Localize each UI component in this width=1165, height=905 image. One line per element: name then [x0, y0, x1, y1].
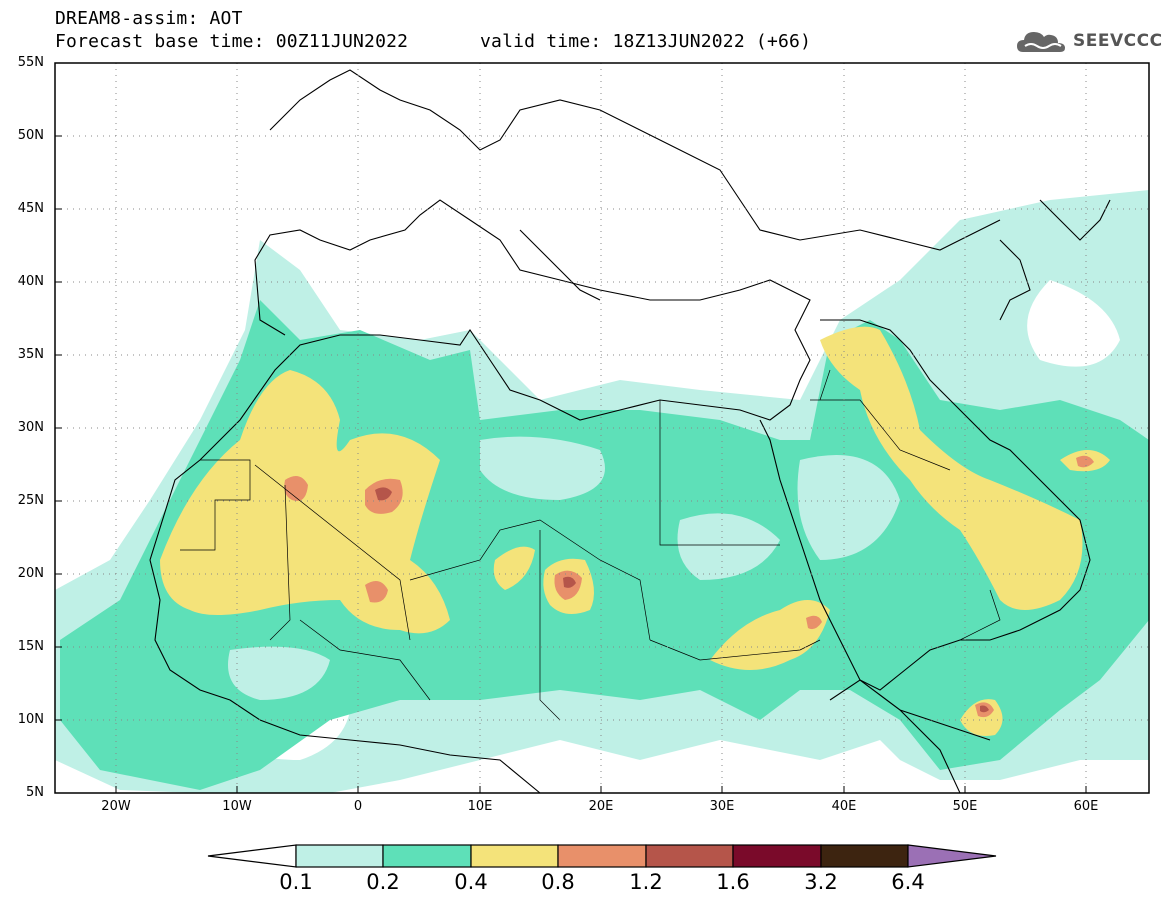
logo-text: SEEVCCC: [1073, 31, 1163, 51]
colorbar-label: 6.4: [891, 870, 925, 894]
colorbar-swatch-7: [820, 844, 909, 868]
colorbar-swatch-6: [732, 844, 822, 868]
base-time: Forecast base time: 00Z11JUN2022: [55, 31, 409, 52]
lon-label: 50E: [952, 799, 978, 814]
lat-label: 30N: [17, 420, 44, 435]
valid-time: valid time: 18Z13JUN2022 (+66): [480, 31, 812, 52]
lon-label: 40E: [831, 799, 857, 814]
colorbar-label: 0.8: [541, 870, 575, 894]
forecast-times: Forecast base time: 00Z11JUN2022 valid ti…: [55, 31, 811, 52]
colorbar-swatch-below: [207, 844, 297, 868]
aot-level-0.4: [160, 370, 450, 634]
aot-contours: [55, 190, 1149, 793]
lat-label: 5N: [26, 785, 44, 800]
colorbar-label: 0.2: [366, 870, 400, 894]
colorbar-swatch-5: [645, 844, 734, 868]
colorbar-label: 3.2: [804, 870, 838, 894]
colorbar-label: 0.4: [454, 870, 488, 894]
axis-ticks: [55, 62, 1087, 793]
colorbar-label: 0.1: [279, 870, 313, 894]
colorbar-swatch-3: [470, 844, 559, 868]
colorbar-swatch-above: [907, 844, 997, 868]
lon-label: 30E: [709, 799, 735, 814]
lat-label: 25N: [17, 493, 44, 508]
seevccc-logo: SEEVCCC: [1015, 24, 1162, 58]
lon-label: 20W: [101, 799, 131, 814]
lon-label: 60E: [1073, 799, 1099, 814]
lat-label: 45N: [17, 201, 44, 216]
lon-label: 10W: [222, 799, 252, 814]
cloud-icon: [1017, 32, 1065, 52]
colorbar-swatch-2: [382, 844, 472, 868]
map-title: DREAM8-assim: AOT: [55, 8, 243, 29]
lat-label: 20N: [17, 566, 44, 581]
borders: [180, 369, 1001, 721]
colorbar: [207, 844, 997, 868]
gridlines: [55, 63, 1149, 793]
lat-label: 10N: [17, 712, 44, 727]
lon-label: 20E: [588, 799, 614, 814]
colorbar-swatch-4: [557, 844, 647, 868]
colorbar-label: 1.2: [629, 870, 663, 894]
lon-label: 0: [353, 799, 363, 814]
lat-label: 35N: [17, 347, 44, 362]
lat-label: 40N: [17, 274, 44, 289]
lat-label: 50N: [17, 128, 44, 143]
lat-label: 15N: [17, 639, 44, 654]
colorbar-swatch-1: [295, 844, 384, 868]
colorbar-label: 1.6: [716, 870, 750, 894]
lon-label: 10E: [467, 799, 493, 814]
lat-label: 55N: [17, 55, 44, 70]
